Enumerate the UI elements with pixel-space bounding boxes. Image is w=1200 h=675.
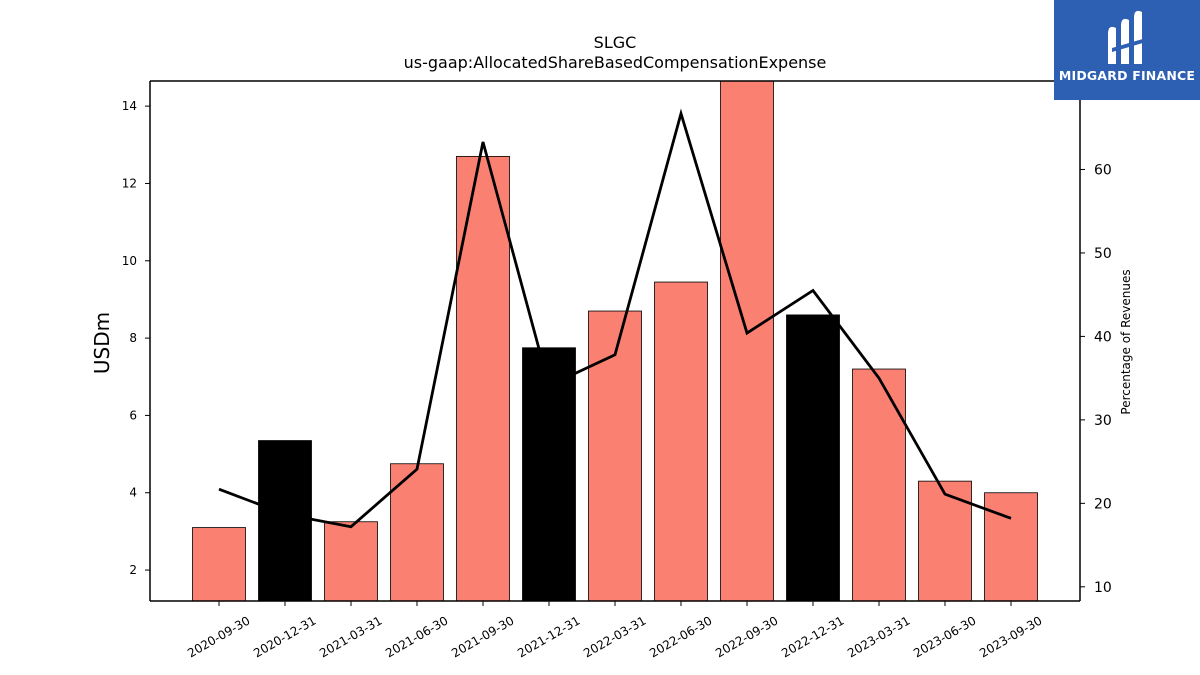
x-tick-label: 2022-12-31 [779,613,846,660]
y-tick-label: 6 [129,408,137,422]
bar [654,281,708,602]
y-axis-label-right: Percentage of Revenues [1119,269,1133,414]
y-tick-label: 2 [129,563,137,577]
x-tick-label: 2021-09-30 [449,613,516,660]
x-tick-label: 2023-03-31 [845,613,912,660]
y-right-tick-label: 10 [1094,580,1112,596]
logo-mark-icon [1108,10,1146,64]
bar [324,521,378,602]
line-series-path [218,108,1012,529]
bar-series [192,80,1038,602]
y-tick-label: 14 [122,99,137,113]
bar [456,155,510,602]
bar [918,480,972,602]
y-axis-label-left: USDm [90,312,114,374]
line-series [218,108,1012,529]
x-tick-label: 2021-06-30 [383,613,450,660]
y-right-tick-label: 30 [1094,413,1112,429]
y-right-tick-label: 40 [1094,329,1112,345]
x-tick-label: 2020-09-30 [185,613,252,660]
chart-title: SLGC [594,33,637,52]
x-tick-label: 2022-03-31 [581,613,648,660]
brand-logo: MIDGARD FINANCE [1054,0,1200,100]
bar [522,347,576,602]
y-tick-label: 10 [122,254,137,268]
bar [852,368,906,602]
bar [786,314,840,602]
chart-subtitle: us-gaap:AllocatedShareBasedCompensationE… [404,53,827,72]
bar [588,310,642,602]
x-tick-label: 2022-09-30 [713,613,780,660]
y-right-tick-label: 50 [1094,246,1112,262]
logo-text: MIDGARD FINANCE [1058,68,1196,83]
bar [258,440,312,602]
x-tick-label: 2023-09-30 [977,613,1044,660]
y-tick-label: 12 [122,176,137,190]
x-tick-label: 2020-12-31 [251,613,318,660]
bar [390,463,444,602]
x-tick-label: 2021-12-31 [515,613,582,660]
x-tick-label: 2021-03-31 [317,613,384,660]
y-tick-label: 4 [129,486,137,500]
y-tick-label: 8 [129,331,137,345]
x-tick-label: 2023-06-30 [911,613,978,660]
bar [192,527,246,602]
bar [984,492,1038,602]
y-right-tick-label: 60 [1094,162,1112,178]
x-tick-label: 2022-06-30 [647,613,714,660]
y-right-tick-label: 20 [1094,496,1112,512]
bar [720,80,774,602]
